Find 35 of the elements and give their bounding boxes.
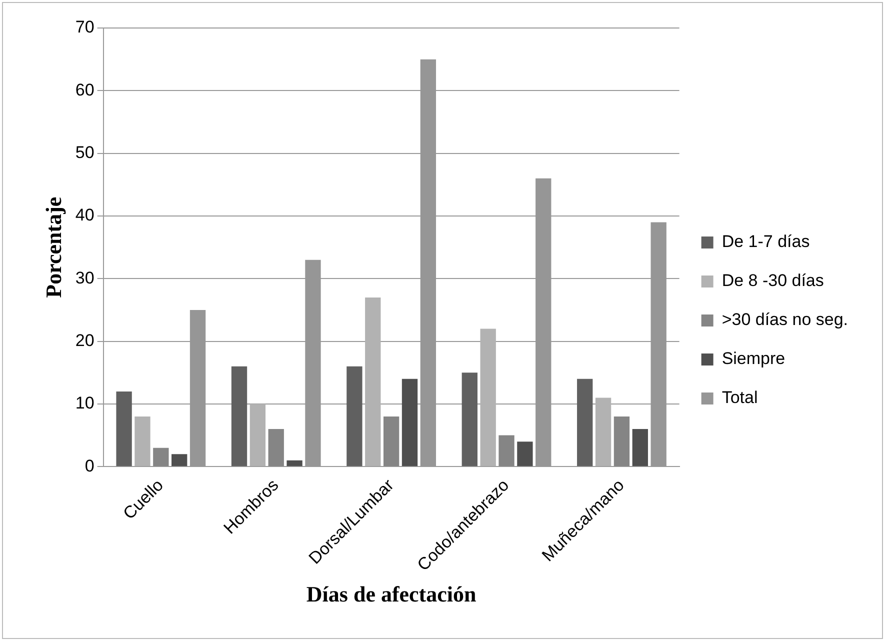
bar xyxy=(632,429,648,466)
bar xyxy=(402,378,418,466)
legend-label: >30 días no seg. xyxy=(722,310,848,330)
bar xyxy=(595,398,612,466)
bar xyxy=(231,366,248,466)
bar xyxy=(172,454,188,466)
y-axis-title: Porcentaje xyxy=(40,196,66,298)
bar xyxy=(614,416,630,466)
y-tick-label: 60 xyxy=(75,80,94,100)
bar xyxy=(134,416,150,466)
bar xyxy=(498,435,514,466)
bar xyxy=(383,416,400,466)
legend-label: Total xyxy=(722,388,758,408)
y-tick-label: 30 xyxy=(75,268,94,288)
bar xyxy=(462,372,478,466)
y-tick-label: 20 xyxy=(75,330,94,350)
bar xyxy=(116,391,132,466)
legend-label: De 1-7 días xyxy=(722,232,810,252)
y-tick-label: 70 xyxy=(75,18,94,37)
y-tick-label: 40 xyxy=(75,206,94,225)
bar xyxy=(365,297,381,466)
bar xyxy=(346,366,362,466)
bar xyxy=(153,448,169,466)
bar xyxy=(577,378,593,466)
legend-label: Siempre xyxy=(722,349,786,368)
bar xyxy=(517,442,533,466)
bar xyxy=(268,429,284,466)
y-tick-label: 0 xyxy=(84,456,94,476)
y-tick-label: 10 xyxy=(75,394,94,413)
bar xyxy=(250,404,266,466)
bar xyxy=(480,328,496,466)
y-tick-label: 50 xyxy=(75,143,94,162)
bar xyxy=(286,460,302,466)
x-axis-title: Días de afectación xyxy=(306,581,476,606)
legend-label: De 8 -30 días xyxy=(722,271,824,290)
